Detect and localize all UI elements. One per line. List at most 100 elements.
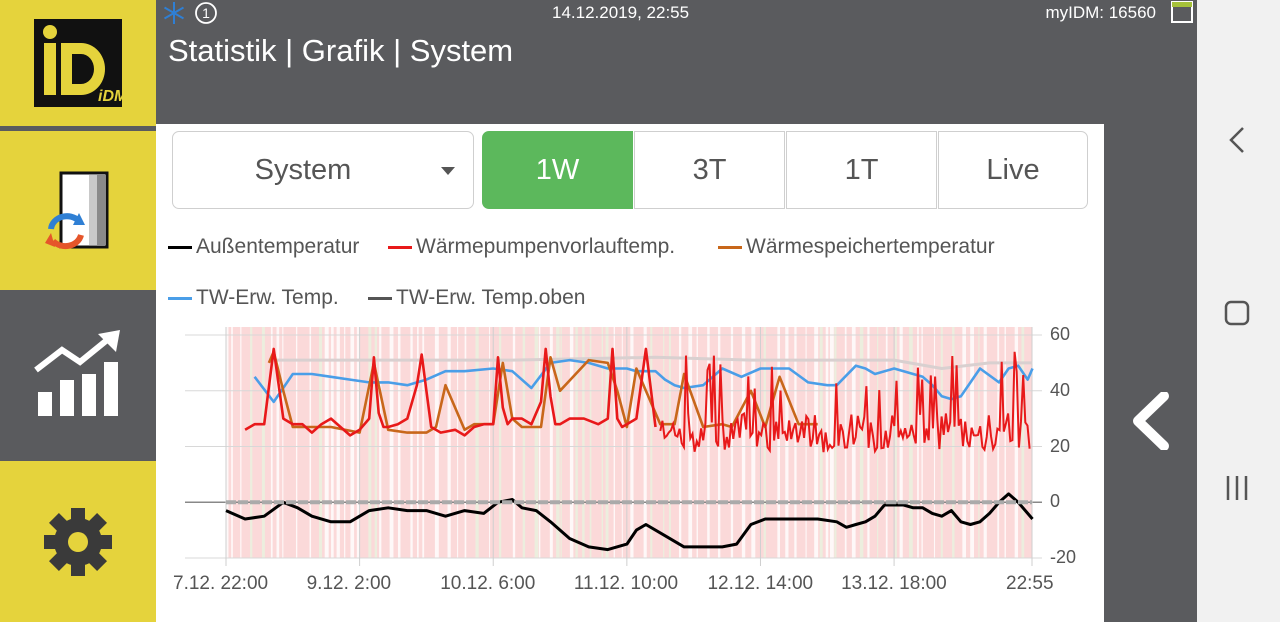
range-live-button[interactable]: Live	[938, 131, 1088, 209]
y-tick-label: 0	[1050, 491, 1061, 512]
state-stripe	[231, 327, 233, 558]
x-tick-label: 22:55	[1006, 573, 1054, 594]
state-stripe	[630, 327, 634, 558]
state-stripe	[1014, 327, 1019, 558]
snowflake-icon	[163, 2, 185, 24]
state-stripe	[997, 327, 1000, 558]
legend-item-aussentemperatur[interactable]: Außentemperatur	[168, 235, 359, 259]
state-stripe	[276, 327, 280, 558]
state-stripe	[785, 327, 789, 558]
state-stripe	[434, 327, 439, 558]
state-stripe	[410, 327, 413, 558]
state-stripe	[819, 327, 823, 558]
state-stripe	[909, 327, 913, 558]
legend-item-tw-erw-temp[interactable]: TW-Erw. Temp.	[168, 286, 339, 310]
sidebar-item-system[interactable]	[0, 131, 156, 290]
sidebar-item-home[interactable]: iDM	[0, 0, 156, 126]
device-label: myIDM: 16560	[1045, 3, 1156, 22]
state-stripe	[829, 327, 834, 558]
legend-item-tw-erw-temp-oben[interactable]: TW-Erw. Temp.oben	[368, 286, 585, 310]
idm-logo: iDM	[34, 19, 122, 107]
status-number: 1	[202, 5, 210, 21]
state-stripe	[422, 327, 425, 558]
state-stripe	[621, 327, 623, 558]
series-line-3	[253, 358, 1034, 404]
state-stripe	[240, 327, 242, 558]
state-stripe	[356, 327, 360, 558]
range-1w-button[interactable]: 1W	[482, 131, 633, 209]
legend-label: TW-Erw. Temp.	[196, 286, 339, 309]
state-stripe	[1004, 327, 1006, 558]
state-stripe	[368, 327, 372, 558]
page-title: Statistik | Grafik | System	[168, 33, 514, 68]
state-stripe	[560, 327, 562, 558]
state-stripe	[575, 327, 578, 558]
state-stripe	[350, 327, 355, 558]
state-stripe	[707, 327, 710, 558]
series-line-0	[225, 492, 1034, 552]
state-stripe	[859, 327, 864, 558]
circle-number-icon: 1	[195, 2, 217, 24]
legend-label: Wärmespeichertemperatur	[746, 235, 995, 258]
system-select-value: System	[254, 153, 352, 186]
state-stripe	[777, 327, 781, 558]
state-stripe	[397, 327, 401, 558]
sidebar: iDM	[0, 0, 156, 622]
header-bar	[156, 0, 1197, 124]
state-stripe	[970, 327, 975, 558]
state-stripe	[250, 327, 253, 558]
state-stripe	[844, 327, 847, 558]
state-stripe	[668, 327, 671, 558]
series-line-4	[268, 355, 1033, 370]
state-stripe	[282, 327, 284, 558]
state-stripe	[643, 327, 647, 558]
state-stripe	[498, 327, 502, 558]
legend-item-vorlauftemp[interactable]: Wärmepumpenvorlauftemp.	[388, 235, 675, 259]
system-select[interactable]: System	[172, 131, 474, 209]
legend-label: Außentemperatur	[196, 235, 360, 258]
state-stripe	[940, 327, 943, 558]
window-icon	[1171, 1, 1193, 23]
state-stripe	[688, 327, 693, 558]
legend-item-speichertemp[interactable]: Wärmespeichertemperatur	[718, 235, 995, 259]
state-stripe	[730, 327, 734, 558]
series-line-1	[244, 347, 657, 437]
sidebar-item-statistics[interactable]	[0, 296, 156, 455]
state-stripe	[894, 327, 897, 558]
y-tick-label: 20	[1050, 435, 1071, 456]
state-stripe	[589, 327, 592, 558]
state-stripe	[417, 327, 419, 558]
back-icon[interactable]	[1227, 126, 1249, 154]
range-1t-button[interactable]: 1T	[786, 131, 937, 209]
state-stripe	[678, 327, 682, 558]
legend-label: Wärmepumpenvorlauftemp.	[416, 235, 676, 258]
sidebar-item-settings[interactable]	[0, 461, 156, 622]
state-stripe	[978, 327, 980, 558]
state-stripe	[952, 327, 955, 558]
state-stripe	[457, 327, 459, 558]
collapse-chevron-icon[interactable]	[1130, 392, 1170, 450]
y-tick-label: 60	[1050, 324, 1071, 344]
state-stripe	[331, 327, 334, 558]
caret-down-icon	[441, 167, 455, 175]
state-band	[226, 327, 1032, 558]
state-stripe	[763, 327, 766, 558]
state-stripe	[261, 327, 265, 558]
state-stripe	[538, 327, 541, 558]
state-stripe	[226, 327, 229, 558]
state-stripe	[1021, 327, 1025, 558]
state-stripe	[921, 327, 923, 558]
home-icon[interactable]	[1224, 300, 1250, 326]
range-3t-button[interactable]: 3T	[634, 131, 785, 209]
logo-letter-m: iDM	[98, 88, 122, 105]
state-stripe	[512, 327, 516, 558]
state-stripe	[556, 327, 560, 558]
legend-label: TW-Erw. Temp.oben	[396, 286, 586, 309]
state-stripe	[389, 327, 394, 558]
series-line-1-dense	[659, 351, 1031, 455]
state-stripe	[605, 327, 609, 558]
state-stripe	[447, 327, 451, 558]
state-stripe	[374, 327, 378, 558]
state-stripe	[751, 327, 756, 558]
recents-icon[interactable]	[1225, 475, 1249, 501]
